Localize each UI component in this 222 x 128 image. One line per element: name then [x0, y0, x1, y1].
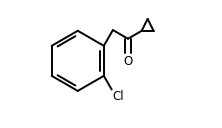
Text: Cl: Cl — [113, 90, 124, 103]
Text: O: O — [123, 55, 133, 68]
